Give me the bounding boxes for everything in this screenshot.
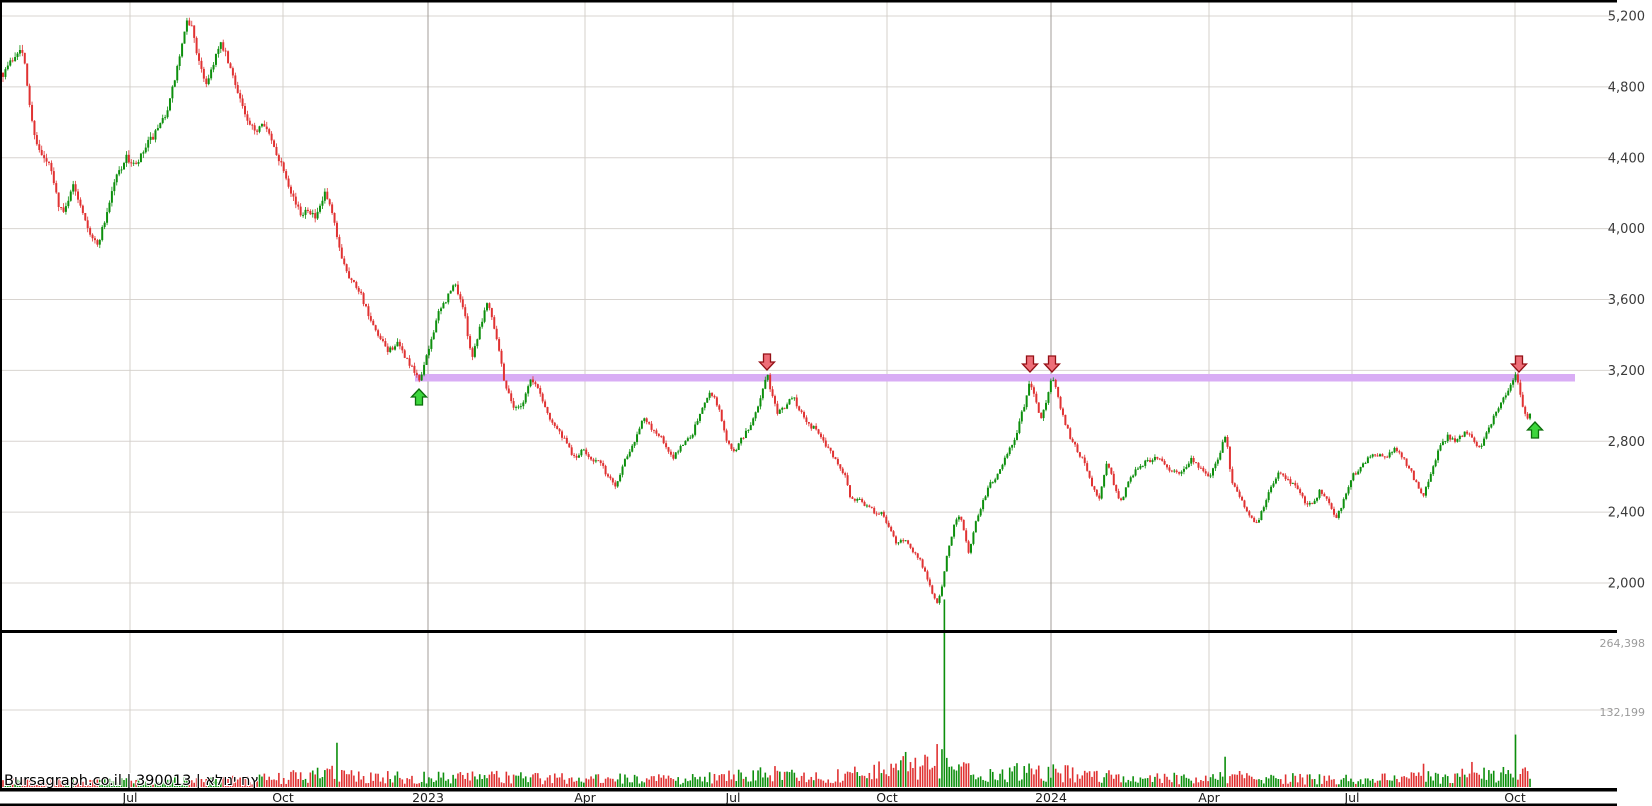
sell-signal-arrow-icon (1042, 355, 1062, 373)
y-axis-tick-label: 3,200 (1608, 364, 1645, 379)
x-axis-tick-label: 2023 (412, 790, 444, 805)
signal-markers (409, 353, 1545, 439)
x-axis-tick-label: Jul (724, 790, 740, 805)
y-axis-tick-label: 2,400 (1608, 506, 1645, 521)
volume-axis-tick-label: 264,398 (1600, 637, 1646, 650)
support-resistance-band (415, 374, 1575, 382)
y-axis-tick-label: 3,600 (1608, 293, 1645, 308)
y-axis-tick-label: 4,800 (1608, 80, 1645, 95)
volume-axis-tick-label: 132,199 (1600, 706, 1646, 719)
x-axis-tick-label: Jul (121, 790, 137, 805)
x-axis-tick-label: Oct (1504, 790, 1526, 805)
price-gridlines-and-labels: 5,200 4,800 4,400 4,000 3,600 3,200 2,800 2,400… (2, 10, 1645, 592)
sell-signal-arrow-icon (757, 353, 777, 371)
x-axis-tick-label: 2024 (1035, 790, 1067, 805)
x-axis-tick-label: Apr (1198, 790, 1220, 805)
x-axis-tick-label: Apr (574, 790, 596, 805)
sell-signal-arrow-icon (1509, 355, 1529, 373)
sell-signal-arrow-icon (1020, 355, 1040, 373)
y-axis-tick-label: 4,000 (1608, 222, 1645, 237)
date-gridlines (129, 2, 1516, 788)
y-axis-tick-label: 2,000 (1608, 577, 1645, 592)
candlesticks (2, 17, 1532, 605)
y-axis-tick-label: 5,200 (1608, 10, 1645, 25)
buy-signal-arrow-icon (409, 388, 429, 406)
date-axis-labels: Jul Oct 2023 Apr Jul Oct 2024 Apr Jul Oct (121, 790, 1525, 805)
x-axis-tick-label: Oct (876, 790, 898, 805)
pane-borders (0, 0, 1617, 806)
watermark-branding-text: Bursagraph.co.il | 390013 | ץח ינולא (4, 773, 258, 789)
y-axis-tick-label: 2,800 (1608, 435, 1645, 450)
support-line (415, 374, 1575, 382)
x-axis-tick-label: Jul (1343, 790, 1359, 805)
volume-gridlines-and-labels: 264,398 132,199 (2, 637, 1645, 719)
volume-bars (2, 599, 1531, 787)
y-axis-tick-label: 4,400 (1608, 151, 1645, 166)
x-axis-tick-label: Oct (272, 790, 294, 805)
buy-signal-arrow-icon (1525, 421, 1545, 439)
